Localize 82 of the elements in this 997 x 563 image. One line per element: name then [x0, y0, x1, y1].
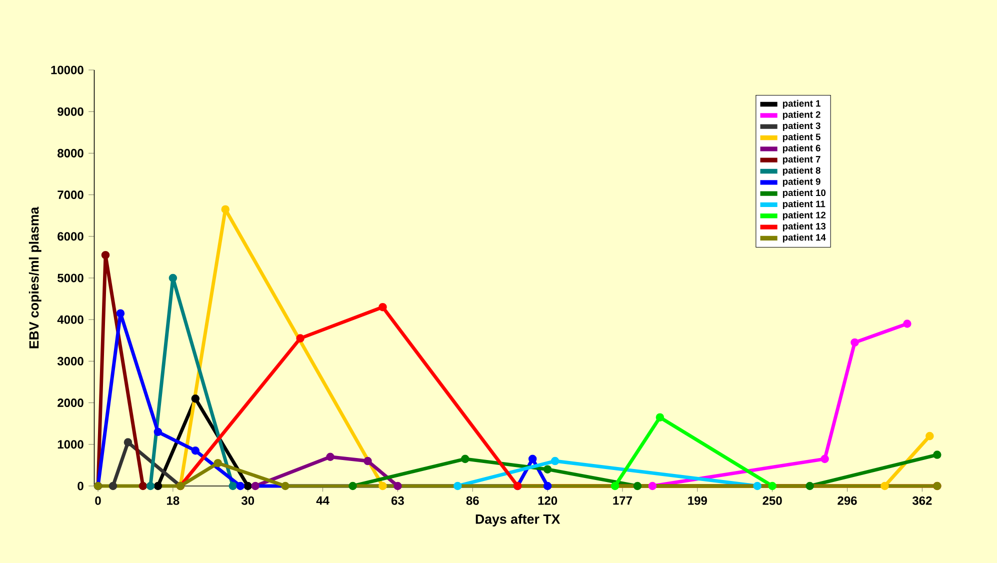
x-tick-label: 250 [762, 496, 782, 505]
legend-label: patient 13 [782, 222, 826, 232]
x-axis-title: Days after TX [476, 514, 560, 526]
point [191, 446, 200, 455]
point [378, 302, 387, 312]
point [820, 454, 829, 464]
y-tick-label: 7000 [58, 190, 84, 200]
point [378, 482, 387, 490]
point [296, 334, 304, 342]
point [364, 456, 372, 466]
x-tick-label: 86 [466, 496, 479, 505]
point [228, 482, 238, 490]
point [933, 450, 942, 459]
y-tick-label: 9000 [58, 107, 84, 116]
point [101, 250, 110, 260]
point [806, 482, 814, 490]
x-tick-label: 0 [95, 496, 101, 505]
x-tick-label: 63 [391, 496, 404, 505]
y-tick-label: 1000 [58, 440, 84, 449]
legend-label: patient 10 [782, 189, 826, 198]
x-tick-label: 362 [912, 496, 932, 505]
legend-label: patient 14 [782, 234, 826, 243]
point [236, 482, 244, 490]
point [326, 452, 334, 462]
legend-label: patient 12 [782, 212, 826, 220]
y-tick-label: 6000 [58, 232, 84, 241]
point [656, 413, 664, 422]
x-tick-label: 18 [167, 496, 180, 505]
point [926, 432, 934, 440]
y-axis-title: EBV copies/ml plasma [28, 206, 42, 348]
point [461, 454, 470, 464]
y-tick-label: 0 [78, 482, 84, 490]
point [648, 482, 657, 490]
y-tick-label: 4000 [57, 315, 84, 324]
x-tick-label: 296 [838, 496, 857, 505]
point [753, 482, 762, 490]
x-tick-label: 177 [613, 496, 632, 505]
point [543, 482, 552, 490]
legend-label: patient 11 [782, 200, 826, 210]
legend-label: patient 3 [782, 122, 820, 131]
legend-label: patient 8 [782, 166, 820, 176]
x-tick-label: 30 [241, 496, 254, 505]
point [191, 394, 200, 403]
point [221, 205, 230, 214]
point [850, 338, 859, 347]
point [108, 482, 118, 490]
point [348, 482, 357, 490]
point [214, 458, 222, 468]
point [116, 309, 125, 318]
point [251, 482, 260, 490]
y-tick-label: 3000 [57, 356, 84, 366]
x-tick-label: 199 [688, 496, 707, 505]
point [768, 482, 776, 490]
point [550, 456, 560, 466]
point [146, 482, 155, 490]
y-tick-label: 10000 [51, 66, 84, 74]
point [138, 482, 148, 490]
point [244, 482, 252, 490]
legend-label: patient 7 [782, 156, 820, 164]
y-tick-label: 5000 [58, 274, 84, 282]
point [124, 438, 132, 446]
legend-label: patient 5 [782, 133, 820, 142]
y-tick-label: 2000 [58, 398, 84, 408]
point [903, 320, 912, 328]
point [394, 482, 402, 490]
point [154, 482, 162, 490]
point [454, 482, 462, 490]
point [168, 274, 178, 282]
point [543, 465, 552, 474]
x-tick-label: 44 [316, 496, 330, 505]
point [528, 454, 537, 464]
legend-label: patient 1 [782, 100, 820, 109]
point [880, 482, 889, 490]
point [610, 482, 620, 490]
point [281, 482, 290, 490]
point [154, 428, 162, 436]
x-tick-label: 120 [538, 496, 558, 505]
legend-label: patient 9 [782, 178, 820, 187]
legend-label: patient 2 [782, 111, 820, 120]
point [633, 482, 642, 490]
y-tick-label: 8000 [58, 148, 84, 158]
legend-label: patient 6 [782, 144, 820, 154]
